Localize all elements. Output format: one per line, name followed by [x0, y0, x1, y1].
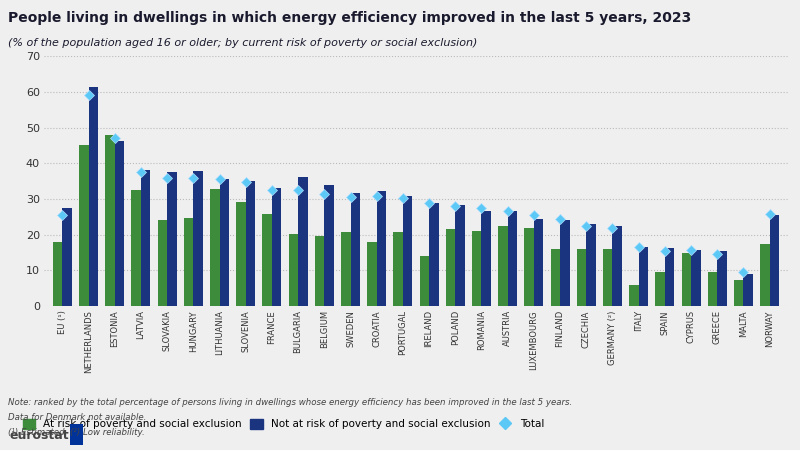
Bar: [246, 181, 255, 306]
Bar: [210, 189, 219, 306]
Bar: [638, 247, 648, 306]
Bar: [691, 250, 701, 306]
Text: (% of the population aged 16 or older; by current risk of poverty or social excl: (% of the population aged 16 or older; b…: [8, 38, 478, 48]
Bar: [167, 172, 177, 306]
Bar: [89, 86, 98, 306]
Bar: [315, 236, 324, 306]
Bar: [184, 218, 194, 306]
Bar: [472, 231, 482, 306]
Bar: [482, 212, 491, 306]
Bar: [420, 256, 429, 306]
Bar: [734, 280, 743, 306]
Bar: [53, 242, 62, 306]
Bar: [272, 188, 282, 306]
Text: eurostat: eurostat: [10, 429, 70, 442]
Bar: [62, 208, 72, 306]
Bar: [613, 226, 622, 306]
Bar: [534, 219, 543, 306]
Text: (¹) Estimated. (²) Low reliability.: (¹) Estimated. (²) Low reliability.: [8, 428, 145, 437]
Bar: [577, 249, 586, 306]
Bar: [114, 141, 124, 306]
Bar: [377, 191, 386, 306]
Bar: [324, 184, 334, 306]
Bar: [219, 180, 229, 306]
Bar: [298, 177, 307, 306]
Bar: [560, 220, 570, 306]
Bar: [446, 230, 455, 306]
Bar: [770, 215, 779, 306]
Bar: [655, 272, 665, 306]
Bar: [603, 249, 613, 306]
Bar: [262, 214, 272, 306]
Bar: [141, 171, 150, 306]
Bar: [341, 232, 350, 306]
Bar: [743, 274, 753, 306]
Bar: [236, 202, 246, 306]
Text: People living in dwellings in which energy efficiency improved in the last 5 yea: People living in dwellings in which ener…: [8, 11, 691, 25]
Bar: [508, 212, 517, 306]
Bar: [525, 228, 534, 306]
Text: Note: ranked by the total percentage of persons living in dwellings whose energy: Note: ranked by the total percentage of …: [8, 398, 572, 407]
Bar: [550, 249, 560, 306]
Bar: [394, 232, 403, 306]
Bar: [708, 272, 718, 306]
Bar: [682, 253, 691, 306]
Bar: [403, 196, 412, 306]
Bar: [455, 205, 465, 306]
Bar: [194, 171, 202, 306]
Bar: [718, 251, 726, 306]
Bar: [106, 135, 114, 306]
Bar: [760, 244, 770, 306]
Bar: [158, 220, 167, 306]
Bar: [350, 193, 360, 306]
Legend: At risk of poverty and social exclusion, Not at risk of poverty and social exclu: At risk of poverty and social exclusion,…: [19, 416, 547, 432]
Bar: [498, 226, 508, 306]
Bar: [630, 285, 638, 306]
Bar: [79, 145, 89, 306]
Text: Data for Denmark not available.: Data for Denmark not available.: [8, 413, 146, 422]
Bar: [665, 248, 674, 306]
Bar: [289, 234, 298, 306]
Bar: [367, 242, 377, 306]
Bar: [131, 190, 141, 306]
Bar: [586, 224, 596, 306]
Bar: [429, 202, 438, 306]
